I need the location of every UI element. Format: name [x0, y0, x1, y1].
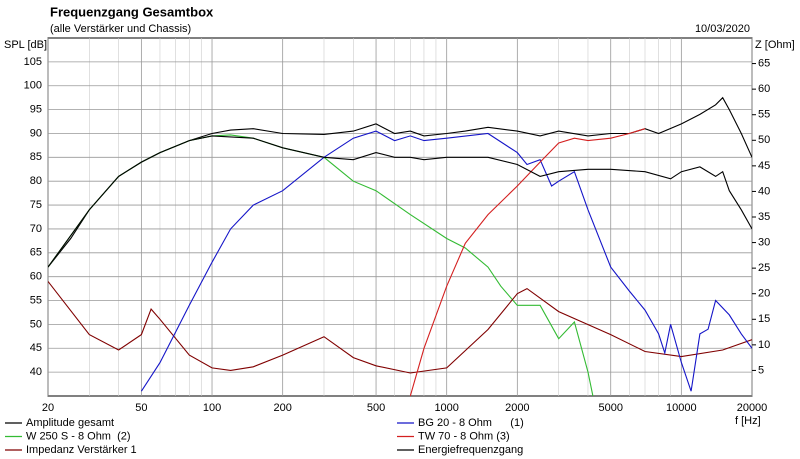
x-tick-label: 200	[273, 402, 291, 414]
y-tick-label: 45	[30, 342, 42, 354]
y2-tick-label: 15	[758, 313, 770, 325]
y2-tick-label: 40	[758, 185, 770, 197]
y2-tick-label: 45	[758, 160, 770, 172]
x-tick-label: 10000	[666, 402, 697, 414]
y-tick-label: 90	[30, 127, 42, 139]
y2-tick-label: 50	[758, 134, 770, 146]
y-axis-label: SPL [dB]	[4, 39, 47, 51]
x-tick-label: 20	[42, 402, 54, 414]
y2-tick-label: 10	[758, 339, 770, 351]
y2-axis-label: Z [Ohm]	[755, 39, 795, 51]
y-tick-label: 95	[30, 104, 42, 116]
y2-tick-label: 65	[758, 57, 770, 69]
legend-label: W 250 S - 8 Ohm (2)	[26, 430, 131, 442]
series-line	[48, 281, 752, 374]
y-tick-label: 65	[30, 247, 42, 259]
x-tick-label: 50	[135, 402, 147, 414]
y-tick-label: 40	[30, 366, 42, 378]
legend-label: BG 20 - 8 Ohm (1)	[418, 417, 524, 429]
y-tick-label: 60	[30, 271, 42, 283]
y2-tick-label: 25	[758, 262, 770, 274]
legend-label: Impedanz Verstärker 1	[26, 444, 137, 456]
y-tick-label: 50	[30, 318, 42, 330]
legend-label: Energiefrequenzgang	[418, 444, 523, 456]
x-axis-label: f [Hz]	[735, 415, 761, 427]
x-tick-label: 1000	[434, 402, 458, 414]
chart-subtitle: (alle Verstärker und Chassis)	[50, 23, 191, 35]
y2-tick-label: 55	[758, 109, 770, 121]
y2-tick-label: 30	[758, 236, 770, 248]
x-tick-label: 20000	[737, 402, 768, 414]
y-tick-label: 105	[24, 56, 42, 68]
legend-label: TW 70 - 8 Ohm (3)	[418, 430, 510, 442]
series-line	[140, 130, 752, 392]
y-tick-label: 100	[24, 80, 42, 92]
y2-tick-label: 60	[758, 83, 770, 95]
series-line	[48, 135, 752, 268]
x-tick-label: 2000	[505, 402, 529, 414]
x-tick-label: 100	[203, 402, 221, 414]
y-tick-label: 85	[30, 151, 42, 163]
y-tick-label: 55	[30, 294, 42, 306]
x-tick-label: 5000	[598, 402, 622, 414]
y2-tick-label: 35	[758, 211, 770, 223]
y2-tick-label: 20	[758, 288, 770, 300]
y-tick-label: 80	[30, 175, 42, 187]
x-tick-label: 500	[367, 402, 385, 414]
date: 10/03/2020	[695, 23, 750, 35]
chart-title: Frequenzgang Gesamtbox	[50, 4, 214, 19]
legend-label: Amplitude gesamt	[26, 417, 114, 429]
y-tick-label: 70	[30, 223, 42, 235]
y-tick-label: 75	[30, 199, 42, 211]
y2-tick-label: 5	[758, 364, 764, 376]
series-line	[409, 128, 646, 396]
